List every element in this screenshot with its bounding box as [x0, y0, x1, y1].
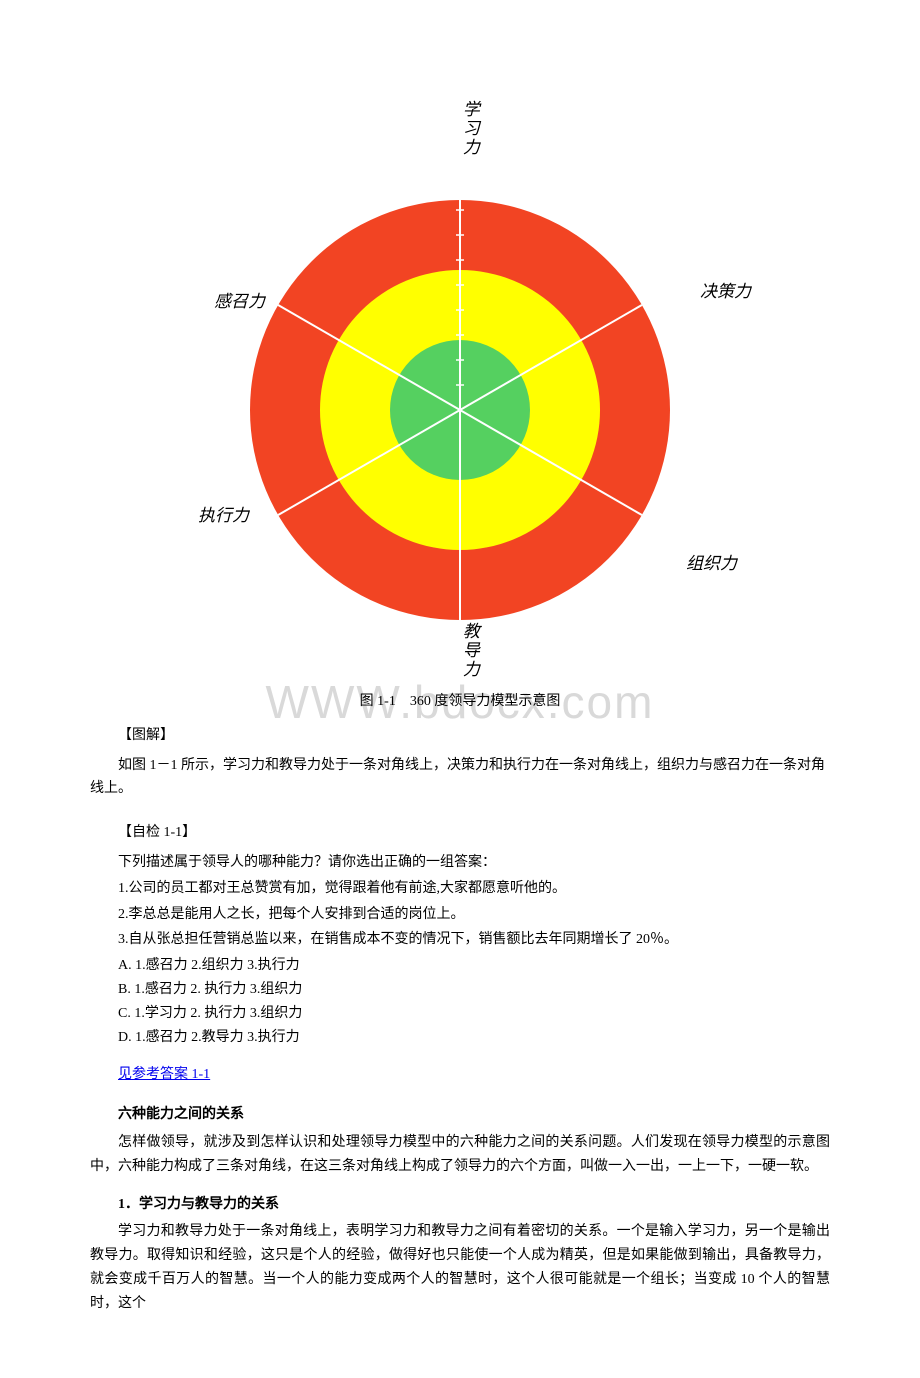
- option-a: A. 1.感召力 2.组织力 3.执行力: [90, 954, 830, 978]
- axis-label-bottom: 教导力: [454, 622, 483, 679]
- zijian-item-2: 2.李总总是能用人之长，把每个人安排到合适的岗位上。: [90, 903, 830, 927]
- axis-label-right-lower: 组织力: [686, 550, 737, 579]
- figure-caption-row: WWW.bdocx.com 图 1-1 360 度领导力模型示意图: [90, 690, 830, 714]
- tujie-label: 【图解】: [90, 724, 830, 748]
- axis-label-right-upper: 决策力: [700, 278, 751, 307]
- relations-para: 怎样做领导，就涉及到怎样认识和处理领导力模型中的六种能力之间的关系问题。人们发现…: [90, 1131, 830, 1179]
- zijian-prompt: 下列描述属于领导人的哪种能力？请你选出正确的一组答案：: [90, 851, 830, 875]
- zijian-label: 【自检 1-1】: [90, 821, 830, 845]
- rel1-para: 学习力和教导力处于一条对角线上，表明学习力和教导力之间有着密切的关系。一个是输入…: [90, 1220, 830, 1315]
- tujie-text: 如图 1－1 所示，学习力和教导力处于一条对角线上，决策力和执行力在一条对角线上…: [90, 754, 830, 802]
- zijian-item-3: 3.自从张总担任营销总监以来，在销售成本不变的情况下，销售额比去年同期增长了 2…: [90, 928, 830, 952]
- leadership-model-diagram: 学习力 决策力 组织力 教导力 执行力 感召力: [200, 100, 720, 680]
- radial-chart-svg: [200, 100, 720, 680]
- axis-label-left-upper: 感召力: [214, 288, 265, 317]
- answer-link[interactable]: 见参考答案 1-1: [90, 1063, 830, 1087]
- option-b: B. 1.感召力 2. 执行力 3.组织力: [90, 978, 830, 1002]
- relations-heading: 六种能力之间的关系: [90, 1103, 830, 1127]
- option-c: C. 1.学习力 2. 执行力 3.组织力: [90, 1002, 830, 1026]
- option-d: D. 1.感召力 2.教导力 3.执行力: [90, 1026, 830, 1050]
- zijian-item-1: 1.公司的员工都对王总赞赏有加，觉得跟着他有前途,大家都愿意听他的。: [90, 877, 830, 901]
- axis-label-left-lower: 执行力: [198, 502, 249, 531]
- figure-caption: 图 1-1 360 度领导力模型示意图: [360, 694, 561, 709]
- axis-label-top: 学习力: [454, 100, 483, 157]
- rel1-heading: 1．学习力与教导力的关系: [90, 1193, 830, 1217]
